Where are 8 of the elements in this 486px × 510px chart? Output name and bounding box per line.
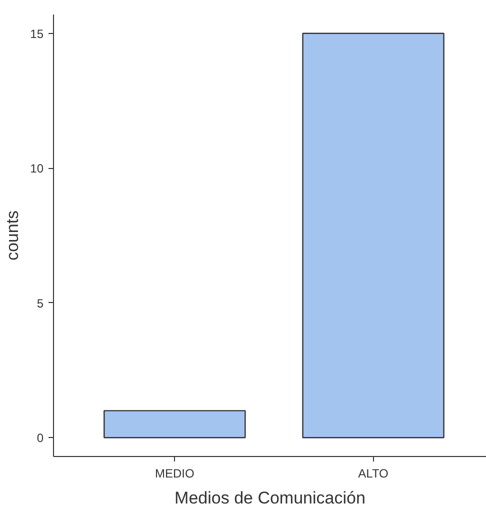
y-tick-label: 10 bbox=[30, 162, 44, 176]
y-tick-label: 15 bbox=[30, 26, 44, 41]
x-tick-label: ALTO bbox=[358, 466, 388, 480]
y-tick-label: 5 bbox=[36, 296, 44, 310]
y-axis-title: counts bbox=[3, 210, 22, 261]
x-axis-title: Medios de Comunicación bbox=[174, 488, 366, 508]
y-tick-label: 0 bbox=[36, 431, 44, 446]
x-tick-label: MEDIO bbox=[154, 466, 194, 480]
